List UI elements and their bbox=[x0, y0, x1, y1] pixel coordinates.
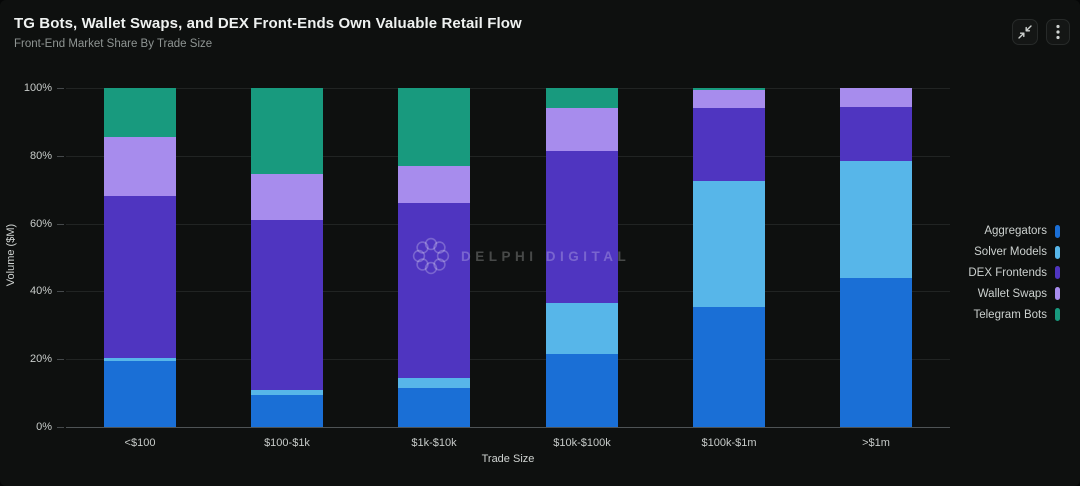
bar-segment-dex-frontends-cat0[interactable] bbox=[104, 196, 176, 358]
bar-segment-telegram-bots-cat1[interactable] bbox=[251, 88, 323, 174]
legend-color-marker bbox=[1055, 224, 1060, 238]
gridline bbox=[66, 224, 950, 225]
x-tick-label-cat0: <$100 bbox=[124, 437, 156, 449]
y-tick-label: 20% bbox=[29, 353, 52, 365]
bar-segment-solver-models-cat2[interactable] bbox=[398, 378, 470, 388]
bar-segment-solver-models-cat5[interactable] bbox=[840, 161, 912, 278]
legend-label: Aggregators bbox=[984, 225, 1047, 238]
y-tick-mark bbox=[57, 88, 64, 89]
y-tick-label: 80% bbox=[29, 150, 52, 162]
bar-segment-telegram-bots-cat4[interactable] bbox=[693, 88, 765, 90]
x-tick-label-cat1: $100-$1k bbox=[264, 437, 310, 449]
bar-segment-wallet-swaps-cat1[interactable] bbox=[251, 174, 323, 220]
bar-segment-solver-models-cat3[interactable] bbox=[546, 303, 618, 354]
x-axis-baseline bbox=[66, 427, 950, 428]
bar-segment-aggregators-cat3[interactable] bbox=[546, 354, 618, 427]
collapse-button[interactable] bbox=[1012, 19, 1038, 45]
gridline bbox=[66, 156, 950, 157]
y-tick-label: 60% bbox=[29, 218, 52, 230]
gridline bbox=[66, 359, 950, 360]
legend-label: Solver Models bbox=[974, 246, 1047, 259]
legend-item-wallet-swaps[interactable]: Wallet Swaps bbox=[968, 283, 1060, 304]
bar-segment-aggregators-cat4[interactable] bbox=[693, 307, 765, 427]
y-tick-mark bbox=[57, 427, 64, 428]
x-tick-label-cat4: $100k-$1m bbox=[701, 437, 757, 449]
legend-color-marker bbox=[1055, 308, 1060, 322]
legend-item-solver-models[interactable]: Solver Models bbox=[968, 242, 1060, 263]
bar-segment-telegram-bots-cat3[interactable] bbox=[546, 88, 618, 108]
y-tick-mark bbox=[57, 224, 64, 225]
bar-segment-telegram-bots-cat0[interactable] bbox=[104, 88, 176, 137]
y-tick-mark bbox=[57, 156, 64, 157]
bar-segment-aggregators-cat0[interactable] bbox=[104, 361, 176, 427]
legend-item-dex-frontends[interactable]: DEX Frontends bbox=[968, 263, 1060, 284]
collapse-arrows-icon bbox=[1018, 25, 1032, 39]
legend-label: DEX Frontends bbox=[968, 266, 1047, 279]
y-axis-title: Volume ($M) bbox=[5, 223, 17, 287]
y-tick-label: 100% bbox=[23, 82, 52, 94]
y-tick-mark bbox=[57, 291, 64, 292]
bar-segment-dex-frontends-cat3[interactable] bbox=[546, 151, 618, 303]
bar-segment-aggregators-cat5[interactable] bbox=[840, 278, 912, 427]
chart-subtitle: Front-End Market Share By Trade Size bbox=[14, 38, 213, 50]
x-tick-label-cat3: $10k-$100k bbox=[553, 437, 611, 449]
legend: Aggregators Solver Models DEX Frontends Wal… bbox=[968, 221, 1060, 325]
legend-color-marker bbox=[1055, 287, 1060, 301]
x-axis-title: Trade Size bbox=[481, 453, 535, 465]
bar-segment-telegram-bots-cat2[interactable] bbox=[398, 88, 470, 166]
gridline bbox=[66, 291, 950, 292]
bar-segment-wallet-swaps-cat2[interactable] bbox=[398, 166, 470, 203]
y-tick-label: 0% bbox=[36, 421, 52, 433]
y-tick-label: 40% bbox=[29, 285, 52, 297]
legend-color-marker bbox=[1055, 266, 1060, 280]
bar-segment-dex-frontends-cat2[interactable] bbox=[398, 203, 470, 378]
bar-segment-solver-models-cat4[interactable] bbox=[693, 181, 765, 307]
bar-segment-wallet-swaps-cat0[interactable] bbox=[104, 137, 176, 196]
x-tick-label-cat5: >$1m bbox=[862, 437, 890, 449]
legend-color-marker bbox=[1055, 245, 1060, 259]
bar-segment-wallet-swaps-cat5[interactable] bbox=[840, 88, 912, 107]
bar-segment-dex-frontends-cat4[interactable] bbox=[693, 108, 765, 181]
chart-title: TG Bots, Wallet Swaps, and DEX Front-End… bbox=[14, 15, 522, 32]
menu-button[interactable] bbox=[1046, 19, 1070, 45]
bar-segment-wallet-swaps-cat3[interactable] bbox=[546, 108, 618, 151]
legend-item-aggregators[interactable]: Aggregators bbox=[968, 221, 1060, 242]
legend-item-telegram-bots[interactable]: Telegram Bots bbox=[968, 304, 1060, 325]
bar-segment-aggregators-cat1[interactable] bbox=[251, 395, 323, 427]
kebab-menu-icon bbox=[1056, 24, 1060, 40]
x-tick-label-cat2: $1k-$10k bbox=[411, 437, 457, 449]
bar-segment-dex-frontends-cat5[interactable] bbox=[840, 107, 912, 161]
bar-segment-dex-frontends-cat1[interactable] bbox=[251, 220, 323, 390]
bar-segment-solver-models-cat1[interactable] bbox=[251, 390, 323, 395]
y-tick-mark bbox=[57, 359, 64, 360]
legend-label: Telegram Bots bbox=[973, 308, 1047, 321]
bar-segment-solver-models-cat0[interactable] bbox=[104, 358, 176, 361]
bar-segment-aggregators-cat2[interactable] bbox=[398, 388, 470, 427]
bar-segment-wallet-swaps-cat4[interactable] bbox=[693, 90, 765, 108]
gridline bbox=[66, 88, 950, 89]
legend-label: Wallet Swaps bbox=[977, 287, 1047, 300]
